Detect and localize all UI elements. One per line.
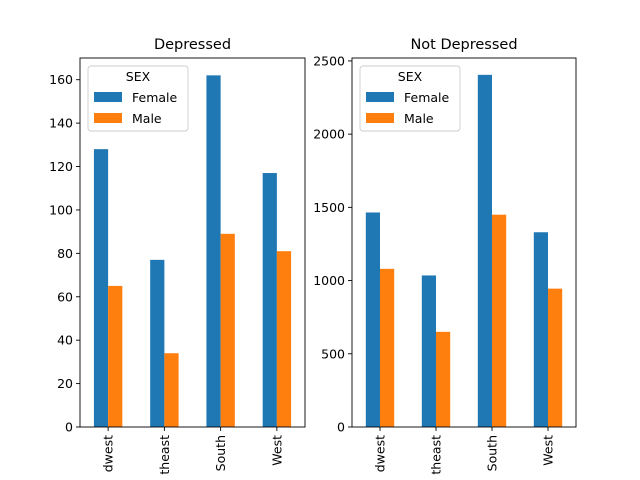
bar-female-midwest	[365, 212, 380, 427]
legend-label-male: Male	[404, 111, 434, 126]
x-tick-label-northeast: theast	[157, 435, 172, 475]
legend-title: SEX	[398, 69, 423, 84]
bar-male-northeast	[436, 331, 451, 427]
bar-male-midwest	[108, 285, 123, 427]
y-axis-not-depressed: 0 500 1000 1500 2000 2500	[313, 53, 352, 435]
legend-label-female: Female	[132, 90, 178, 105]
x-tick-label-south: South	[485, 435, 500, 471]
x-axis-not-depressed: dwest theast South West	[373, 427, 556, 475]
chart-title-not-depressed: Not Depressed	[410, 37, 517, 53]
legend-swatch-male	[94, 113, 122, 123]
bar-male-west	[276, 251, 292, 427]
y-tick-label: 0	[337, 420, 345, 435]
plot-frame-depressed	[79, 57, 306, 428]
bar-female-south	[477, 74, 492, 427]
y-tick-label: 20	[57, 376, 73, 391]
y-tick-label: 2500	[313, 53, 345, 68]
bars-not-depressed	[365, 74, 563, 428]
bar-male-south	[492, 214, 507, 427]
bar-female-northeast	[421, 275, 436, 427]
legend-depressed: SEX Female Male	[87, 65, 189, 132]
bar-male-northeast	[164, 353, 179, 427]
x-tick-label-northeast: theast	[429, 435, 444, 475]
bar-female-midwest	[93, 149, 109, 427]
y-tick-label: 1000	[313, 273, 345, 288]
plot-frame-not-depressed	[351, 57, 577, 428]
y-tick-label: 40	[57, 333, 73, 348]
chart-title-depressed: Depressed	[154, 37, 231, 53]
x-tick-label-midwest: dwest	[373, 435, 388, 472]
y-axis-depressed: 0 20 40 60 80 100 120 140 160	[49, 72, 80, 435]
legend-swatch-female	[94, 92, 122, 102]
x-tick-label-south: South	[213, 435, 228, 471]
bars-depressed	[93, 75, 292, 428]
y-tick-label: 140	[49, 116, 73, 131]
y-tick-label: 500	[321, 346, 345, 361]
y-tick-label: 1500	[313, 200, 345, 215]
y-tick-label: 80	[57, 246, 73, 261]
x-tick-label-west: West	[269, 435, 284, 466]
legend-label-male: Male	[132, 111, 162, 126]
y-tick-label: 60	[57, 289, 73, 304]
bar-male-south	[220, 233, 235, 427]
bar-male-midwest	[380, 268, 395, 427]
bar-female-west	[533, 232, 548, 427]
bar-female-northeast	[150, 259, 165, 427]
y-tick-label: 160	[49, 72, 73, 87]
bar-female-south	[206, 75, 221, 428]
y-tick-label: 100	[49, 202, 73, 217]
y-tick-label: 2000	[313, 127, 345, 142]
legend-swatch-male	[366, 113, 394, 123]
legend-not-depressed: SEX Female Male	[359, 65, 461, 132]
x-tick-label-midwest: dwest	[101, 435, 116, 472]
bar-female-west	[262, 173, 277, 427]
bar-male-west	[548, 288, 563, 428]
y-tick-label: 0	[65, 420, 73, 435]
legend-swatch-female	[366, 92, 394, 102]
chart-not-depressed: Not Depressed 0 500 1000 1500 2000 2500 dwest…	[313, 37, 577, 475]
x-axis-depressed: dwest theast South West	[101, 427, 284, 475]
legend-title: SEX	[126, 69, 151, 84]
chart-depressed: Depressed 0 20 40 60 80 100 120 140 160 dwest the…	[49, 37, 306, 475]
y-tick-label: 120	[49, 159, 73, 174]
x-tick-label-west: West	[541, 435, 556, 466]
legend-label-female: Female	[404, 90, 450, 105]
